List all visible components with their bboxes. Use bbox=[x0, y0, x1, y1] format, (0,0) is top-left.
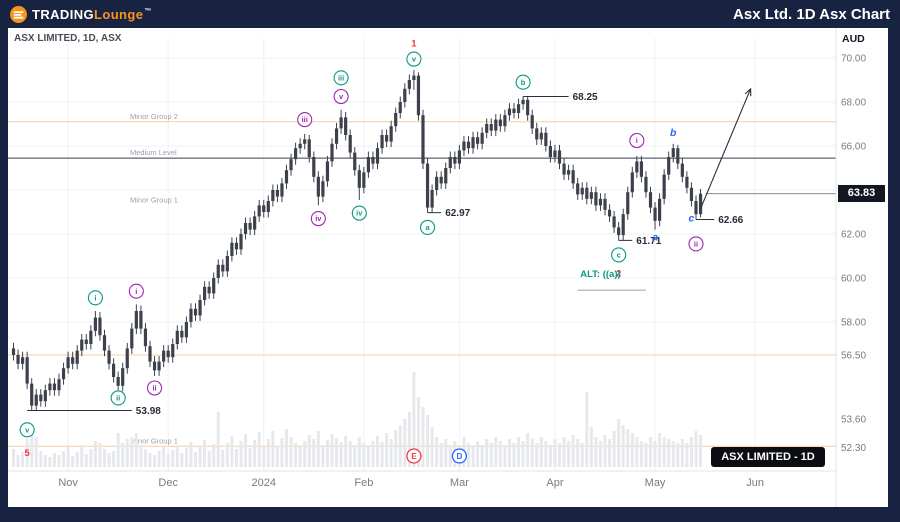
wave-label: 2 bbox=[616, 269, 621, 280]
price-callout-label: 53.98 bbox=[136, 406, 161, 417]
price-tick-label: 60.00 bbox=[841, 274, 866, 285]
price-callout-label: 62.66 bbox=[718, 215, 743, 226]
trademark-symbol: ™ bbox=[144, 8, 152, 16]
wave-label-circle bbox=[515, 74, 531, 90]
brand-trading: TRADING bbox=[32, 6, 95, 22]
wave-label-circle bbox=[688, 236, 704, 252]
level-label: Minor Group 1 bbox=[130, 436, 178, 445]
wave-label: v bbox=[412, 55, 417, 64]
wave-label-circle bbox=[351, 205, 367, 221]
wave-label-circle bbox=[629, 132, 645, 149]
wave-label: i bbox=[94, 293, 96, 302]
price-tick-label: 52.30 bbox=[841, 443, 866, 454]
wave-label: c bbox=[689, 213, 695, 225]
month-tick-label: Apr bbox=[546, 477, 563, 489]
wave-label: iv bbox=[315, 214, 322, 223]
level-label: Medium Level bbox=[130, 148, 177, 157]
svg-text:E: E bbox=[411, 452, 417, 461]
wave-label-circle bbox=[297, 112, 313, 128]
wave-label: iv bbox=[356, 209, 363, 218]
projection-arrow bbox=[699, 88, 752, 210]
wave-label: iii bbox=[338, 73, 344, 82]
wave-label: a bbox=[652, 231, 658, 243]
earnings-marker[interactable]: E bbox=[406, 448, 422, 464]
month-tick-label: Mar bbox=[450, 477, 469, 489]
last-price-badge: 63.83 bbox=[838, 185, 885, 202]
month-tick-label: Dec bbox=[158, 477, 178, 489]
tradinglounge-logo-icon bbox=[10, 5, 27, 23]
price-callout-label: 68.25 bbox=[573, 92, 598, 103]
volume-series bbox=[12, 372, 703, 467]
wave-label-circle bbox=[147, 380, 163, 396]
wave-label: v bbox=[339, 92, 344, 101]
wave-label-circle bbox=[19, 422, 35, 438]
price-tick-label: 70.00 bbox=[841, 54, 866, 65]
price-tick-label: 56.50 bbox=[841, 351, 866, 362]
brand-logo[interactable]: TRADINGLounge™ bbox=[10, 5, 152, 23]
wave-label-circle bbox=[87, 290, 103, 306]
wave-label-circle bbox=[611, 247, 627, 263]
wave-label-circle bbox=[310, 211, 326, 227]
key-levels: Minor Group 2 Medium Level Minor Group 1 Mi… bbox=[8, 112, 836, 447]
wave-label-circle bbox=[110, 390, 126, 406]
alt-wave-label: ALT: ((a)) bbox=[577, 269, 646, 291]
wave-label: 5 bbox=[25, 448, 31, 459]
brand-lounge: Lounge bbox=[94, 6, 144, 22]
wave-label: ii bbox=[152, 384, 156, 393]
wave-label-circle bbox=[419, 219, 436, 235]
wave-label: i bbox=[636, 136, 638, 145]
wave-label-circle bbox=[333, 88, 349, 105]
level-label: Minor Group 2 bbox=[130, 112, 178, 121]
header-bar: TRADINGLounge™ Asx Ltd. 1D Asx Chart bbox=[0, 0, 900, 28]
wave-label: v bbox=[25, 425, 30, 434]
price-axis[interactable]: 70.00 68.00 66.00 62.00 60.00 58.00 56.50 53.60… bbox=[841, 54, 866, 454]
svg-text:ALT: ((a)): ALT: ((a)) bbox=[580, 269, 620, 280]
currency-label: AUD bbox=[842, 33, 865, 45]
wave-label: ii bbox=[694, 240, 698, 249]
time-axis[interactable]: Nov Dec 2024 Feb Mar Apr May Jun bbox=[58, 477, 764, 489]
wave-label-circle bbox=[406, 51, 422, 67]
brand-wordmark: TRADINGLounge™ bbox=[32, 7, 152, 22]
wave-label: c bbox=[617, 251, 621, 260]
wave-label: b bbox=[521, 78, 526, 87]
month-tick-label: May bbox=[645, 477, 666, 489]
dividend-marker[interactable]: D bbox=[451, 448, 468, 464]
wave-label: a bbox=[425, 223, 430, 232]
price-tick-label: 62.00 bbox=[841, 230, 866, 241]
price-tick-label: 58.00 bbox=[841, 318, 866, 329]
wave-label-circle bbox=[333, 70, 349, 86]
candlestick-series bbox=[11, 70, 703, 411]
svg-text:D: D bbox=[457, 452, 463, 461]
price-chart[interactable]: Minor Group 2 Medium Level Minor Group 1 Mi… bbox=[0, 28, 900, 522]
wave-label-circle bbox=[128, 283, 144, 299]
wave-label: b bbox=[670, 127, 677, 139]
month-tick-label: 2024 bbox=[252, 477, 276, 489]
month-tick-label: Nov bbox=[58, 477, 78, 489]
price-tick-label: 68.00 bbox=[841, 98, 866, 109]
price-callout-label: 62.97 bbox=[445, 208, 470, 219]
month-tick-label: Feb bbox=[354, 477, 373, 489]
symbol-legend[interactable]: ASX LIMITED, 1D, ASX bbox=[14, 33, 122, 44]
wave-label: ii bbox=[116, 394, 120, 403]
wave-label: 1 bbox=[411, 39, 417, 50]
wave-label: iii bbox=[302, 115, 308, 124]
wave-label: i bbox=[135, 287, 137, 296]
price-tick-label: 53.60 bbox=[841, 414, 866, 425]
month-tick-label: Jun bbox=[746, 477, 764, 489]
page-title: Asx Ltd. 1D Asx Chart bbox=[733, 5, 890, 23]
symbol-watermark-badge: ASX LIMITED - 1D bbox=[711, 447, 825, 467]
level-label: Minor Group 1 bbox=[130, 195, 178, 204]
price-callouts: 53.98 62.97 68.25 61.71 62.66 bbox=[27, 92, 744, 417]
chart-panel bbox=[8, 28, 888, 507]
price-callout-label: 61.71 bbox=[636, 236, 661, 247]
price-tick-label: 66.00 bbox=[841, 142, 866, 153]
